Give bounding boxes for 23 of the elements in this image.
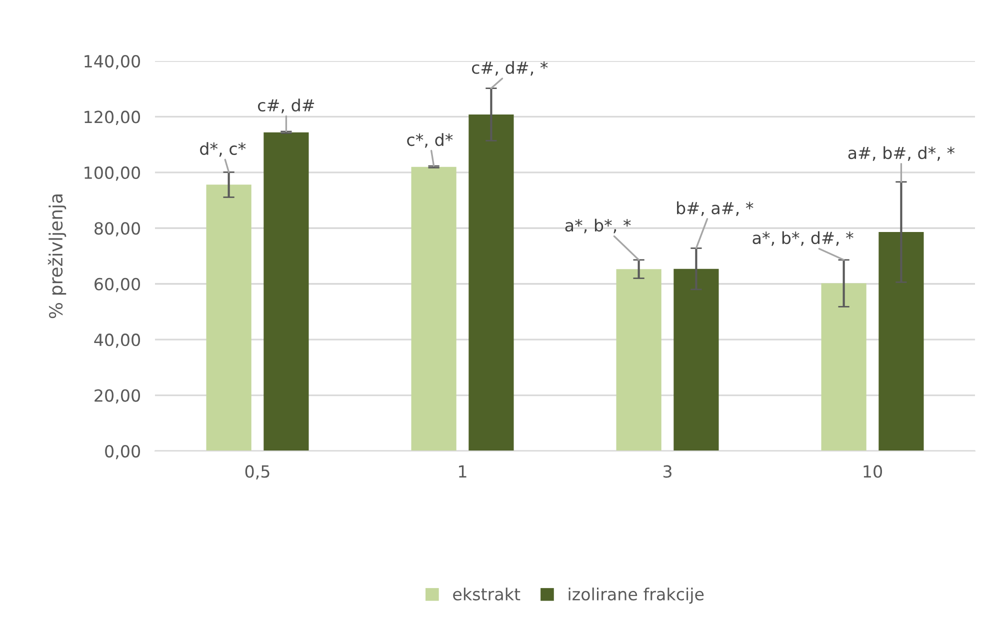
legend-label: ekstrakt (453, 588, 520, 600)
y-tick-label: 140,00 (84, 54, 140, 70)
annotation: d*, c* (200, 142, 246, 157)
annotation: c#, d# (258, 98, 314, 114)
annotation: a#, b#, d*, * (848, 146, 955, 161)
x-tick-label: 10 (864, 465, 882, 478)
x-tick-label: 0,5 (245, 465, 270, 480)
y-tick-label: 20,00 (94, 389, 140, 404)
y-tick-label: 100,00 (84, 166, 140, 181)
y-axis-title: % preživljenja (48, 194, 66, 318)
y-tick-label: 80,00 (94, 222, 140, 236)
x-tick-label: 3 (663, 465, 672, 478)
y-tick-label: 40,00 (94, 334, 140, 348)
y-tick-label: 60,00 (94, 278, 140, 292)
y-tick-label: 0,00 (105, 444, 140, 460)
annotation: b#, a#, * (677, 201, 754, 216)
legend-label: izolirane frakcije (568, 588, 704, 604)
annotation: a*, b*, * (565, 218, 631, 234)
annotation: c#, d#, * (472, 61, 548, 76)
annotation: c*, d* (407, 133, 453, 148)
x-tick-label: 1 (459, 465, 466, 478)
annotation: a*, b*, d#, * (752, 231, 854, 246)
y-tick-label: 120,00 (84, 110, 140, 125)
